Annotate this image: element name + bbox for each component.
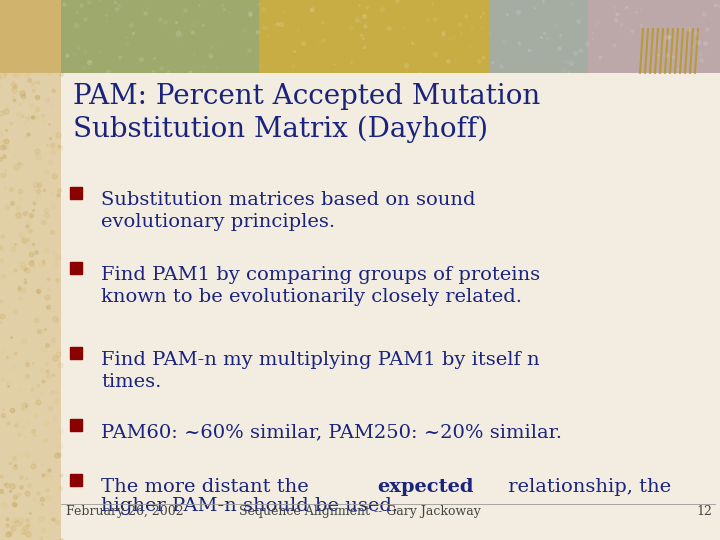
Bar	[61, 0, 259, 73]
Text: higher PAM-n should be used.: higher PAM-n should be used.	[102, 497, 398, 515]
Text: 12: 12	[696, 505, 712, 518]
Bar	[259, 0, 490, 73]
Text: Find PAM1 by comparing groups of proteins
known to be evolutionarily closely rel: Find PAM1 by comparing groups of protein…	[102, 266, 540, 306]
Bar	[0, 0, 720, 73]
Text: Substitution matrices based on sound
evolutionary principles.: Substitution matrices based on sound evo…	[102, 191, 476, 231]
Bar	[588, 0, 720, 73]
Text: PAM60: ~60% similar, PAM250: ~20% similar.: PAM60: ~60% similar, PAM250: ~20% simila…	[102, 423, 562, 441]
Text: expected: expected	[377, 478, 474, 496]
Text: relationship, the: relationship, the	[502, 478, 671, 496]
Text: The more distant the: The more distant the	[102, 478, 315, 496]
Text: Sequence Alignment -- Gary Jackoway: Sequence Alignment -- Gary Jackoway	[239, 505, 481, 518]
Text: Find PAM-n my multiplying PAM1 by itself n
times.: Find PAM-n my multiplying PAM1 by itself…	[102, 351, 540, 391]
Bar	[0, 0, 61, 73]
Bar	[0, 73, 61, 540]
Text: February 26, 2002: February 26, 2002	[66, 505, 184, 518]
Text: PAM: Percent Accepted Mutation
Substitution Matrix (Dayhoff): PAM: Percent Accepted Mutation Substitut…	[73, 83, 541, 143]
Bar	[490, 0, 588, 73]
